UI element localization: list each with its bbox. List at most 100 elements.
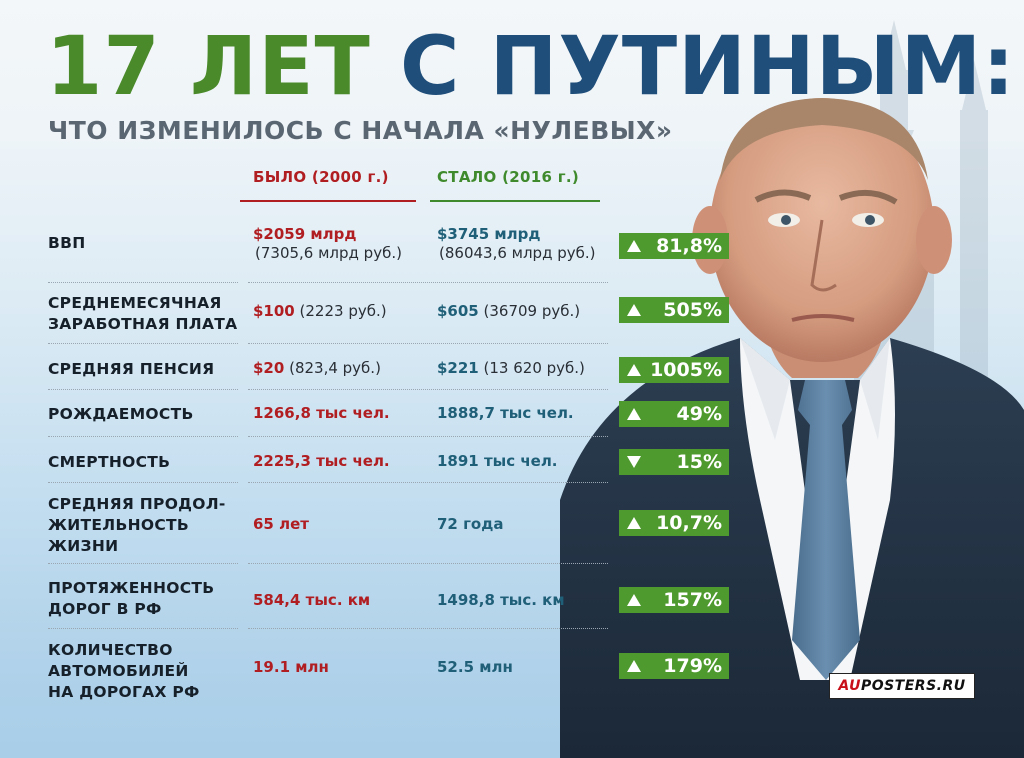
arrow-down-icon: [627, 456, 641, 468]
portrait-illustration: [560, 98, 1024, 758]
value-now: 1888,7 тыс чел.: [437, 404, 574, 423]
row-label-line: АВТОМОБИЛЕЙ: [48, 662, 189, 680]
change-badge: 81,8%: [619, 233, 729, 259]
value-was-sub: (7305,6 млрд руб.): [255, 244, 402, 262]
value-was: 584,4 тыс. км: [253, 591, 370, 610]
row-label-line: РОЖДАЕМОСТЬ: [48, 405, 194, 423]
row-label-line: ВВП: [48, 234, 86, 252]
arrow-up-icon: [627, 304, 641, 316]
arrow-up-icon: [627, 364, 641, 376]
row-divider: [48, 563, 238, 564]
value-was: $2059 млрд (7305,6 млрд руб.): [253, 225, 402, 263]
value-was-main: 2225,3 тыс чел.: [253, 452, 390, 470]
change-percent: 505%: [663, 299, 722, 321]
row-label-line: СМЕРТНОСТЬ: [48, 453, 171, 471]
value-now-main: $221: [437, 359, 479, 377]
change-badge: 1005%: [619, 357, 729, 383]
value-was-main: 584,4 тыс. км: [253, 591, 371, 609]
row-label: СРЕДНЕМЕСЯЧНАЯ ЗАРАБОТНАЯ ПЛАТА: [48, 293, 237, 335]
change-percent: 10,7%: [656, 512, 722, 534]
value-now-main: 1498,8 тыс. км: [437, 591, 565, 609]
arrow-up-icon: [627, 408, 641, 420]
row-label-line: КОЛИЧЕСТВО: [48, 641, 173, 659]
change-badge: 505%: [619, 297, 729, 323]
value-was-main: 65 лет: [253, 515, 309, 533]
value-now-main: $605: [437, 302, 479, 320]
row-label-line: СРЕДНЯЯ ПРОДОЛ-: [48, 495, 226, 513]
row-divider: [48, 343, 238, 344]
change-badge: 179%: [619, 653, 729, 679]
row-label-line: СРЕДНЕМЕСЯЧНАЯ: [48, 294, 222, 312]
value-now: 1498,8 тыс. км: [437, 591, 565, 610]
change-percent: 179%: [663, 655, 722, 677]
row-label: СМЕРТНОСТЬ: [48, 452, 170, 473]
value-now-sub: (86043,6 млрд руб.): [439, 244, 596, 262]
row-divider: [248, 563, 608, 564]
row-divider: [48, 482, 238, 483]
row-label: РОЖДАЕМОСТЬ: [48, 404, 194, 425]
column-underline-was: [240, 200, 416, 202]
value-now: 72 года: [437, 515, 503, 534]
title-years: 17 ЛЕТ: [46, 20, 371, 114]
change-percent: 81,8%: [656, 235, 722, 257]
row-label: СРЕДНЯЯ ПЕНСИЯ: [48, 359, 214, 380]
title-with-putin: С ПУТИНЫМ:: [399, 20, 1016, 114]
value-now: $3745 млрд (86043,6 млрд руб.): [437, 225, 595, 263]
value-was-sub: (823,4 руб.): [289, 359, 381, 377]
value-now-main: 52.5 млн: [437, 658, 513, 676]
value-was-main: $20: [253, 359, 285, 377]
value-now-main: 1888,7 тыс чел.: [437, 404, 574, 422]
row-label-line: ЖИТЕЛЬНОСТЬ: [48, 516, 190, 534]
watermark-logo: AUPOSTERS.RU: [829, 673, 975, 699]
row-divider: [248, 482, 608, 483]
change-badge: 157%: [619, 587, 729, 613]
watermark-au: AU: [838, 678, 861, 694]
value-now: $605 (36709 руб.): [437, 302, 580, 321]
page-subtitle: ЧТО ИЗМЕНИЛОСЬ С НАЧАЛА «НУЛЕВЫХ»: [48, 116, 673, 145]
row-divider: [248, 628, 608, 629]
row-label-line: ЖИЗНИ: [48, 537, 119, 555]
value-was: 1266,8 тыс чел.: [253, 404, 390, 423]
value-was-main: $2059 млрд: [253, 225, 357, 243]
row-label-line: ЗАРАБОТНАЯ ПЛАТА: [48, 315, 238, 333]
value-was: 2225,3 тыс чел.: [253, 452, 390, 471]
value-was-main: 19.1 млн: [253, 658, 329, 676]
value-was-main: $100: [253, 302, 295, 320]
change-percent: 15%: [676, 451, 722, 473]
change-percent: 1005%: [650, 359, 722, 381]
row-label-line: ДОРОГ В РФ: [48, 600, 162, 618]
arrow-up-icon: [627, 660, 641, 672]
value-now: 52.5 млн: [437, 658, 513, 677]
column-header-was: БЫЛО (2000 г.): [253, 168, 389, 186]
value-now-main: 72 года: [437, 515, 504, 533]
page-title: 17 ЛЕТ С ПУТИНЫМ:: [46, 18, 1016, 116]
row-label: ВВП: [48, 233, 86, 254]
row-divider: [248, 436, 608, 437]
value-was: 65 лет: [253, 515, 309, 534]
value-was-main: 1266,8 тыс чел.: [253, 404, 390, 422]
value-now-sub: (13 620 руб.): [483, 359, 585, 377]
value-was: $100 (2223 руб.): [253, 302, 387, 321]
arrow-up-icon: [627, 240, 641, 252]
row-label: КОЛИЧЕСТВО АВТОМОБИЛЕЙ НА ДОРОГАХ РФ: [48, 640, 200, 703]
value-was: 19.1 млн: [253, 658, 329, 677]
row-label-line: НА ДОРОГАХ РФ: [48, 683, 200, 701]
row-label: СРЕДНЯЯ ПРОДОЛ- ЖИТЕЛЬНОСТЬ ЖИЗНИ: [48, 494, 226, 557]
row-divider: [48, 389, 238, 390]
row-label-line: СРЕДНЯЯ ПЕНСИЯ: [48, 360, 215, 378]
change-badge: 49%: [619, 401, 729, 427]
column-header-now: СТАЛО (2016 г.): [437, 168, 579, 186]
row-divider: [48, 628, 238, 629]
value-now: $221 (13 620 руб.): [437, 359, 585, 378]
row-divider: [248, 389, 608, 390]
row-divider: [248, 343, 608, 344]
row-divider: [48, 436, 238, 437]
row-label: ПРОТЯЖЕННОСТЬ ДОРОГ В РФ: [48, 578, 214, 620]
value-now-sub: (36709 руб.): [483, 302, 581, 320]
change-badge: 10,7%: [619, 510, 729, 536]
change-percent: 157%: [663, 589, 722, 611]
change-badge: 15%: [619, 449, 729, 475]
row-divider: [48, 282, 238, 283]
arrow-up-icon: [627, 517, 641, 529]
value-was: $20 (823,4 руб.): [253, 359, 381, 378]
